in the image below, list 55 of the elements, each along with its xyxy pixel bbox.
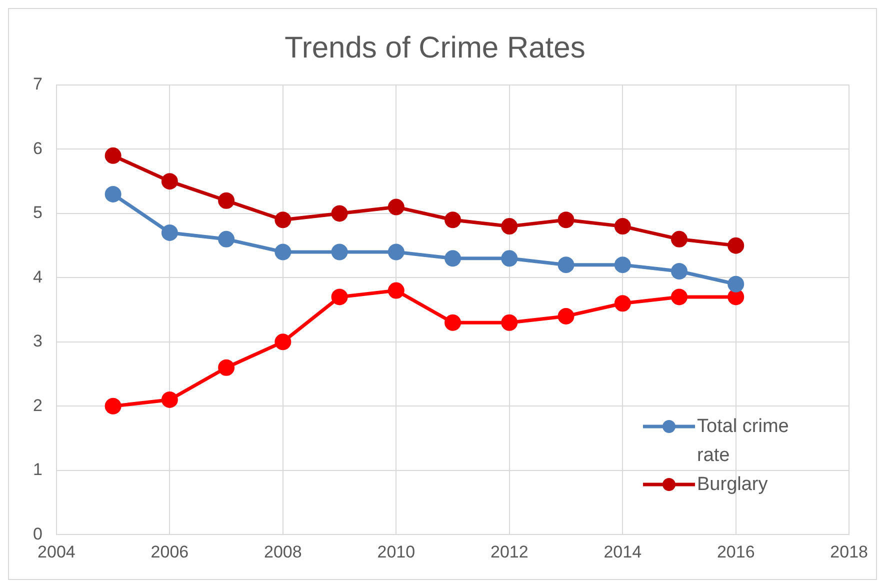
y-tick-label: 7 <box>32 74 42 94</box>
point <box>728 288 744 306</box>
y-tick-label: 2 <box>32 396 42 415</box>
point <box>558 256 574 274</box>
point <box>104 186 122 202</box>
x-tick-label: 2010 <box>377 542 416 562</box>
y-tick-label: 1 <box>32 460 42 480</box>
point <box>104 398 122 414</box>
point <box>670 230 688 248</box>
point <box>614 295 631 312</box>
legend-label: Total crime rate <box>697 415 790 468</box>
point <box>274 244 292 260</box>
point <box>161 391 178 408</box>
point <box>670 288 688 306</box>
point <box>331 205 348 222</box>
point <box>331 288 348 306</box>
legend-label: Burglary <box>697 473 769 497</box>
point <box>388 282 404 299</box>
point <box>558 308 574 324</box>
point <box>161 173 178 190</box>
y-tick-label: 6 <box>32 138 42 158</box>
point <box>614 256 631 274</box>
point <box>728 237 744 254</box>
x-tick-label: 2018 <box>830 542 868 562</box>
x-tick-label: 2008 <box>264 542 302 562</box>
x-tick-label: 2016 <box>716 542 755 562</box>
point <box>388 244 404 260</box>
point <box>614 218 631 235</box>
point <box>501 250 518 267</box>
chart-title: Trends of Crime Rates <box>284 31 586 64</box>
point <box>444 250 462 267</box>
point <box>444 212 462 228</box>
point <box>161 224 178 241</box>
point <box>444 314 462 331</box>
x-tick-label: 2014 <box>604 542 642 562</box>
point <box>274 212 292 228</box>
y-tick-label: 3 <box>32 332 42 351</box>
point <box>331 244 348 260</box>
point <box>388 198 404 216</box>
point <box>218 230 235 248</box>
y-tick-label: 4 <box>32 267 42 286</box>
point <box>728 276 744 292</box>
point <box>501 314 518 331</box>
x-tick-label: 2012 <box>490 542 528 562</box>
point <box>274 334 292 350</box>
y-tick-label: 0 <box>32 524 42 544</box>
y-tick-label: 5 <box>32 203 42 222</box>
point <box>501 218 518 235</box>
x-tick-label: 2004 <box>38 542 76 562</box>
point <box>670 263 688 280</box>
x-tick-label: 2006 <box>150 542 189 562</box>
point <box>218 192 235 209</box>
point <box>104 147 122 164</box>
point <box>218 359 235 376</box>
point <box>558 212 574 228</box>
